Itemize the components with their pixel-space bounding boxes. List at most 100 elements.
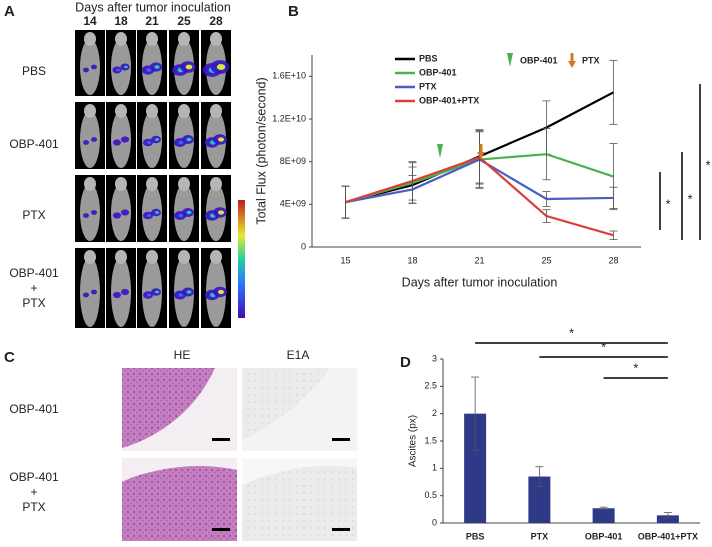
significance-star: * [633, 361, 638, 375]
legend-label: PBS [419, 53, 438, 63]
mouse-head [115, 177, 127, 191]
row-label: PTX [22, 296, 45, 310]
x-tick-label: 21 [474, 255, 484, 265]
mouse-head [178, 104, 190, 118]
imaging-grid [75, 30, 231, 328]
signal [121, 209, 129, 216]
row-label: PTX [22, 208, 45, 222]
legend-label: OBP-401+PTX [419, 95, 479, 105]
mouse-head [84, 177, 96, 191]
mouse-head [210, 104, 222, 118]
mouse-head [210, 250, 222, 264]
error-bar [542, 128, 551, 181]
y-tick-label: 1.5 [424, 435, 437, 445]
day-label: 14 [83, 14, 97, 28]
significance-star: * [666, 197, 671, 211]
x-tick-label: OBP-401 [585, 531, 623, 541]
day-label: 25 [177, 14, 191, 28]
signal [155, 211, 159, 214]
mouse-head [146, 32, 158, 46]
day-label: 28 [209, 14, 223, 28]
y-tick-label: 8E+09 [280, 156, 306, 166]
y-tick-label: 0 [432, 517, 437, 527]
mouse-head [84, 104, 96, 118]
mouse-head [210, 32, 222, 46]
bar [592, 508, 615, 523]
error-bar [475, 130, 484, 185]
error-bar [609, 230, 618, 240]
signal [91, 289, 97, 295]
mouse-body [80, 257, 100, 327]
signal [83, 292, 89, 298]
x-tick-label: PTX [531, 531, 549, 541]
error-bar [341, 185, 350, 219]
x-tick-label: 28 [608, 255, 618, 265]
panel-title: Days after tumor inoculation [75, 0, 231, 14]
x-tick-label: 18 [407, 255, 417, 265]
significance-star: * [569, 326, 574, 340]
signal [154, 65, 160, 69]
row-label: OBP-401 [9, 137, 59, 151]
marker-label: OBP-401 [520, 55, 558, 65]
mouse-head [115, 250, 127, 264]
y-tick-label: 0 [301, 241, 306, 251]
signal [121, 288, 129, 296]
signal [155, 290, 159, 294]
signal [218, 210, 224, 215]
signal [83, 213, 89, 218]
bar [656, 515, 679, 523]
y-tick-label: 4E+09 [280, 199, 306, 209]
x-tick-label: PBS [466, 531, 485, 541]
day-label: 21 [145, 14, 159, 28]
signal [186, 210, 192, 215]
signal [147, 214, 151, 217]
significance-star: * [688, 192, 693, 206]
signal [178, 213, 184, 218]
mouse-head [178, 32, 190, 46]
signal [178, 293, 184, 297]
y-tick-label: 0.5 [424, 490, 437, 500]
mouse-head [115, 104, 127, 118]
marker-arrow [507, 53, 513, 67]
mouse-head [146, 250, 158, 264]
signal [83, 140, 89, 145]
day-label: 18 [114, 14, 128, 28]
error-bar [542, 209, 551, 223]
y-axis-title: Total Flux (photon/second) [254, 77, 268, 224]
signal [216, 64, 226, 70]
mouse-head [84, 32, 96, 46]
x-tick-label: OBP-401+PTX [638, 531, 698, 541]
signal [116, 68, 120, 72]
signal [147, 141, 151, 144]
x-tick-label: 25 [541, 255, 551, 265]
histology-images [122, 368, 357, 541]
error-bar [609, 186, 618, 210]
x-axis-title: Days after tumor inoculation [402, 275, 558, 289]
error-bar [408, 161, 417, 201]
mouse-head [146, 177, 158, 191]
signal [91, 64, 97, 70]
mouse-head [210, 177, 222, 191]
signal [113, 139, 121, 146]
error-bar [663, 512, 672, 519]
row-label: PBS [22, 64, 46, 78]
y-tick-label: 1.6E+10 [272, 71, 306, 81]
signal [83, 67, 89, 73]
panel-letter: C [4, 349, 15, 366]
significance-star: * [601, 340, 606, 354]
y-tick-label: 2 [432, 408, 437, 418]
mouse-head [115, 32, 127, 46]
signal [113, 212, 121, 219]
signal [124, 65, 128, 69]
mouse-head [178, 177, 190, 191]
signal [185, 64, 193, 70]
error-bar [471, 376, 480, 451]
panel-letter: D [400, 354, 411, 371]
signal [113, 291, 121, 299]
row-label: OBP-401 [9, 402, 59, 416]
y-tick-label: 3 [432, 353, 437, 363]
column-label: E1A [287, 348, 310, 362]
row-label: OBP-401 [9, 470, 59, 484]
row-label: PTX [22, 500, 45, 514]
